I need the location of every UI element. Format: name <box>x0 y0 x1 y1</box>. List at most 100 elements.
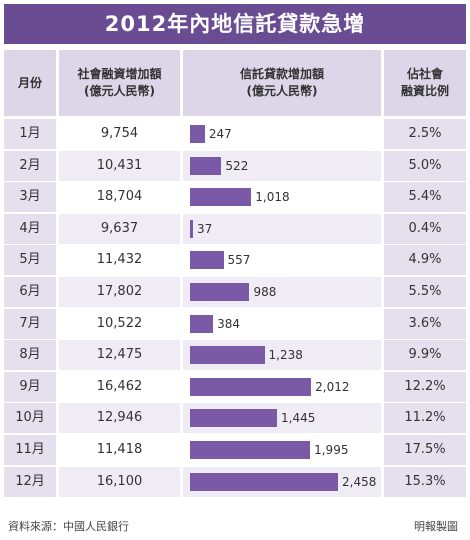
chart-title: 2012年內地信託貸款急增 <box>4 4 466 44</box>
social-financing-cell: 11,432 <box>59 245 180 276</box>
trust-loan-cell: 37 <box>183 213 381 244</box>
header-ratio-line1: 佔社會 <box>406 67 443 81</box>
table-row: 3月 18,704 1,018 5.4% <box>4 182 466 213</box>
trust-loan-cell: 988 <box>183 277 381 307</box>
trust-loan-cell: 247 <box>183 119 381 149</box>
table-row: 11月 11,418 1,995 17.5% <box>4 435 466 465</box>
table-row: 7月 10,522 384 3.6% <box>4 308 466 339</box>
header-social-line2: (億元人民幣) <box>84 84 155 98</box>
ratio-cell: 4.9% <box>384 245 466 276</box>
month-cell: 11月 <box>4 435 56 465</box>
trust-loan-bar <box>190 441 311 459</box>
social-financing-cell: 12,946 <box>59 403 180 434</box>
trust-loan-cell: 2,458 <box>183 466 381 497</box>
trust-loan-label: 1,018 <box>255 190 290 205</box>
month-cell: 6月 <box>4 277 56 307</box>
ratio-cell: 5.5% <box>384 277 466 307</box>
social-financing-cell: 17,802 <box>59 277 180 307</box>
social-financing-cell: 18,704 <box>59 182 180 213</box>
trust-loan-bar <box>190 472 338 491</box>
trust-loan-bar <box>190 219 193 238</box>
ratio-cell: 5.0% <box>384 150 466 181</box>
social-financing-cell: 16,100 <box>59 466 180 497</box>
infographic: 2012年內地信託貸款急增 月份 社會融資增加額 (億元人民幣) 信託貸款增加額… <box>4 4 466 536</box>
table-row: 2月 10,431 522 5.0% <box>4 150 466 181</box>
trust-loan-label: 1,995 <box>314 443 349 457</box>
table-row: 8月 12,475 1,238 9.9% <box>4 340 466 371</box>
trust-loan-bar <box>190 251 224 270</box>
social-financing-cell: 10,431 <box>59 150 180 181</box>
trust-loan-label: 384 <box>217 316 241 331</box>
trust-loan-bar <box>190 409 277 428</box>
social-financing-cell: 12,475 <box>59 340 180 371</box>
month-cell: 12月 <box>4 466 56 497</box>
trust-loan-bar <box>190 346 265 365</box>
trust-loan-bar <box>190 377 312 396</box>
ratio-cell: 2.5% <box>384 119 466 149</box>
social-financing-cell: 11,418 <box>59 435 180 465</box>
credit-note: 明報製圖 <box>414 520 458 533</box>
header-social-financing: 社會融資增加額 (億元人民幣) <box>59 50 180 116</box>
trust-loan-bar <box>190 283 250 301</box>
ratio-cell: 12.2% <box>384 371 466 402</box>
trust-loan-cell: 2,012 <box>183 371 381 402</box>
month-cell: 8月 <box>4 340 56 371</box>
trust-loan-cell: 1,018 <box>183 182 381 213</box>
table-row: 10月 12,946 1,445 11.2% <box>4 403 466 434</box>
ratio-cell: 0.4% <box>384 213 466 244</box>
month-cell: 1月 <box>4 119 56 149</box>
trust-loan-label: 522 <box>225 158 249 173</box>
month-cell: 4月 <box>4 213 56 244</box>
table-row: 5月 11,432 557 4.9% <box>4 245 466 276</box>
trust-loan-bar <box>190 314 214 333</box>
social-financing-cell: 10,522 <box>59 308 180 339</box>
trust-loan-bar <box>190 156 222 175</box>
table-row: 6月 17,802 988 5.5% <box>4 277 466 307</box>
month-cell: 7月 <box>4 308 56 339</box>
trust-loan-cell: 1,995 <box>183 435 381 465</box>
trust-loan-label: 2,458 <box>342 474 377 489</box>
table-row: 12月 16,100 2,458 15.3% <box>4 466 466 497</box>
trust-loan-label: 1,238 <box>268 348 303 363</box>
source-note: 資料來源：中國人民銀行 <box>8 520 129 533</box>
header-social-line1: 社會融資增加額 <box>77 67 162 81</box>
trust-loan-cell: 557 <box>183 245 381 276</box>
trust-loan-bar <box>190 125 205 143</box>
trust-loan-label: 37 <box>197 221 213 236</box>
trust-loan-label: 2,012 <box>315 379 350 394</box>
ratio-cell: 15.3% <box>384 466 466 497</box>
trust-loan-label: 1,445 <box>281 411 316 426</box>
trust-loan-label: 247 <box>208 127 232 141</box>
header-trust-loans: 信託貸款增加額 (億元人民幣) <box>183 50 381 116</box>
month-cell: 5月 <box>4 245 56 276</box>
social-financing-cell: 16,462 <box>59 371 180 402</box>
trust-loan-cell: 384 <box>183 308 381 339</box>
header-ratio: 佔社會 融資比例 <box>384 50 466 116</box>
trust-loan-cell: 1,445 <box>183 403 381 434</box>
social-financing-cell: 9,754 <box>59 119 180 149</box>
table-row: 1月 9,754 247 2.5% <box>4 119 466 149</box>
ratio-cell: 5.4% <box>384 182 466 213</box>
header-month: 月份 <box>4 50 56 116</box>
month-cell: 9月 <box>4 371 56 402</box>
trust-loan-label: 988 <box>253 285 277 299</box>
header-trust-line2: (億元人民幣) <box>246 84 318 98</box>
trust-loan-cell: 522 <box>183 150 381 181</box>
trust-loan-cell: 1,238 <box>183 340 381 371</box>
header-ratio-line2: 融資比例 <box>400 84 449 98</box>
header-trust-line1: 信託貸款增加額 <box>239 67 324 81</box>
month-cell: 3月 <box>4 182 56 213</box>
ratio-cell: 11.2% <box>384 403 466 434</box>
ratio-cell: 3.6% <box>384 308 466 339</box>
table-row: 4月 9,637 37 0.4% <box>4 213 466 244</box>
social-financing-cell: 9,637 <box>59 213 180 244</box>
ratio-cell: 17.5% <box>384 435 466 465</box>
footer: 資料來源：中國人民銀行 明報製圖 <box>4 516 466 536</box>
month-cell: 2月 <box>4 150 56 181</box>
header-month-label: 月份 <box>17 75 42 90</box>
ratio-cell: 9.9% <box>384 340 466 371</box>
trust-loan-label: 557 <box>227 253 251 268</box>
table-row: 9月 16,462 2,012 12.2% <box>4 371 466 402</box>
trust-loan-bar <box>190 188 252 207</box>
month-cell: 10月 <box>4 403 56 434</box>
